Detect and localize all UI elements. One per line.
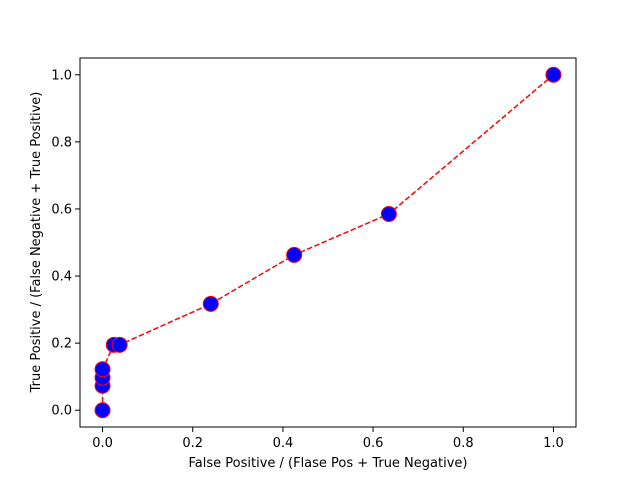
- x-tick-label: 0.6: [363, 436, 384, 451]
- y-tick-label: 0.2: [51, 337, 72, 352]
- y-tick-label: 0.6: [51, 202, 72, 217]
- data-point: [202, 295, 219, 312]
- data-point: [545, 66, 562, 83]
- y-tick-label: 0.0: [51, 404, 72, 419]
- data-point: [380, 205, 397, 222]
- y-tick-label: 1.0: [51, 68, 72, 83]
- x-tick-label: 0.2: [182, 436, 203, 451]
- data-point: [94, 361, 111, 378]
- plot-area: [94, 66, 562, 419]
- y-tick-label: 0.8: [51, 135, 72, 150]
- data-point: [94, 402, 111, 419]
- x-axis-label: False Positive / (Flase Pos + True Negat…: [189, 456, 468, 471]
- y-axis: 0.0 0.2 0.4 0.6 0.8 1.0: [51, 68, 80, 419]
- axes-frame: [79, 57, 577, 428]
- data-point: [111, 336, 128, 353]
- y-tick-label: 0.4: [51, 270, 72, 285]
- x-axis: 0.0 0.2 0.4 0.6 0.8 1.0: [92, 427, 564, 451]
- x-tick-label: 1.0: [543, 436, 564, 451]
- y-axis-label: True Positive / (False Negative + True P…: [29, 92, 44, 394]
- x-tick-label: 0.0: [92, 436, 113, 451]
- x-tick-label: 0.4: [273, 436, 294, 451]
- x-tick-label: 0.8: [453, 436, 474, 451]
- data-point: [286, 246, 303, 263]
